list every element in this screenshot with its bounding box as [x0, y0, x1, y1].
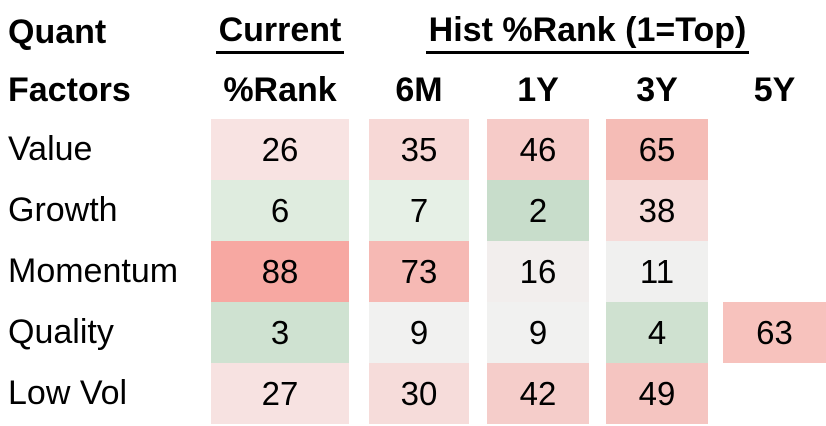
column-header-5y: 5Y: [753, 70, 796, 109]
heatmap-cell: 7: [369, 180, 469, 241]
heatmap-cell: 3: [211, 302, 349, 363]
current-group-header: Current: [211, 3, 349, 61]
row-label-low-vol: Low Vol: [8, 374, 128, 412]
heatmap-grid: Quant Current Hist %Rank (1=Top) Factors…: [0, 3, 826, 424]
heatmap-cell: 26: [211, 119, 349, 180]
row-label-quality: Quality: [8, 313, 114, 351]
heatmap-cell-empty: [723, 241, 826, 302]
heatmap-cell: 6: [211, 180, 349, 241]
heatmap-cell: 46: [487, 119, 589, 180]
heatmap-cell: 88: [211, 241, 349, 302]
row-label-value: Value: [8, 130, 93, 168]
heatmap-cell: 35: [369, 119, 469, 180]
table-title-line1: Quant: [8, 12, 107, 51]
current-group-label: Current: [215, 11, 345, 54]
heatmap-cell: 27: [211, 363, 349, 424]
row-label-momentum: Momentum: [8, 252, 179, 290]
hist-group-label: Hist %Rank (1=Top): [425, 11, 750, 54]
heatmap-cell: 30: [369, 363, 469, 424]
heatmap-cell: 2: [487, 180, 589, 241]
heatmap-cell: 9: [487, 302, 589, 363]
heatmap-cell: 42: [487, 363, 589, 424]
table-title-line2: Factors: [8, 70, 131, 109]
column-header-1y: 1Y: [517, 70, 559, 109]
column-header-3y: 3Y: [636, 70, 678, 109]
heatmap-cell: 38: [606, 180, 708, 241]
heatmap-cell: 63: [723, 302, 826, 363]
heatmap-cell-empty: [723, 119, 826, 180]
hist-group-header: Hist %Rank (1=Top): [359, 3, 816, 61]
heatmap-cell: 11: [606, 241, 708, 302]
heatmap-cell: 9: [369, 302, 469, 363]
heatmap-cell: 73: [369, 241, 469, 302]
heatmap-cell-empty: [723, 180, 826, 241]
heatmap-cell-empty: [723, 363, 826, 424]
column-header-current-rank: %Rank: [223, 70, 337, 109]
heatmap-cell: 65: [606, 119, 708, 180]
heatmap-cell: 4: [606, 302, 708, 363]
heatmap-cell: 49: [606, 363, 708, 424]
heatmap-cell: 16: [487, 241, 589, 302]
column-header-6m: 6M: [395, 70, 443, 109]
row-label-growth: Growth: [8, 191, 118, 229]
